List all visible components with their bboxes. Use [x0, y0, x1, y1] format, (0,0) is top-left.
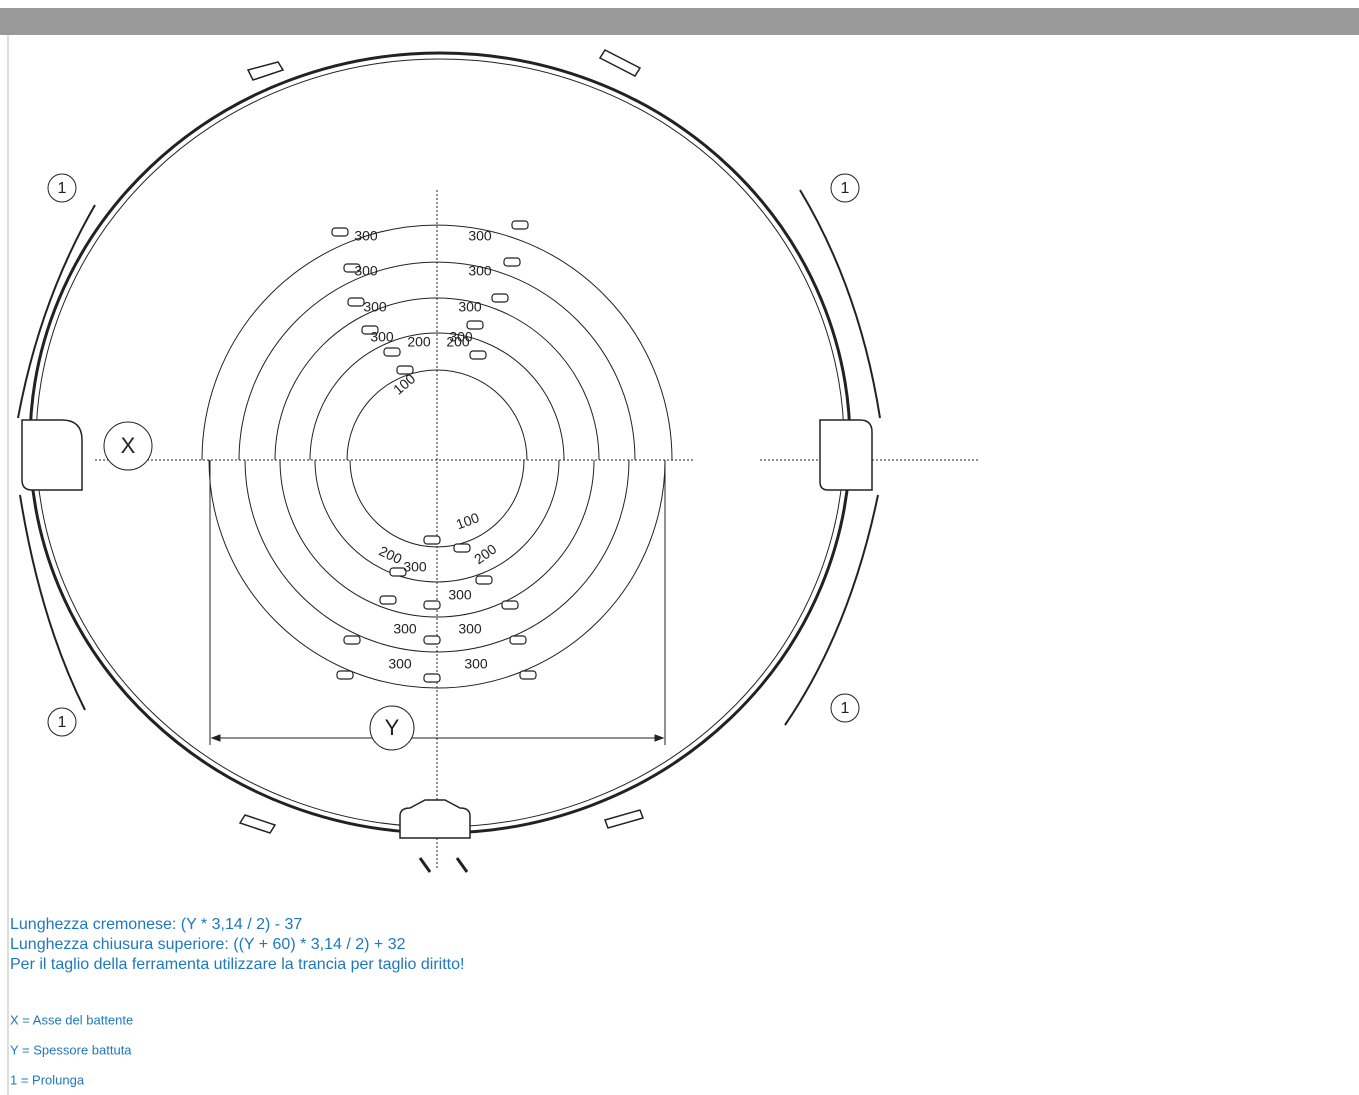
- dimension-label: 300: [464, 656, 488, 672]
- fitting: [424, 674, 440, 682]
- dimension-label: 100: [390, 370, 418, 397]
- outer-frame: [30, 53, 850, 833]
- callouts: X Y 1 1 1 1: [48, 174, 859, 750]
- dimension-label: 300: [448, 587, 472, 603]
- screw: [420, 858, 430, 872]
- dimension-label: 200: [471, 541, 499, 568]
- diagram: X Y 1 1 1 1 Lunghezza cremonese: (Y * 3,…: [0, 0, 1359, 1095]
- dimension-label: 300: [458, 299, 482, 315]
- hardware: [240, 50, 643, 833]
- drawing: [18, 50, 980, 872]
- formula: Lunghezza chiusura superiore: ((Y + 60) …: [10, 936, 406, 953]
- dimension-label: 300: [370, 329, 394, 345]
- dimension-label: 300: [468, 263, 492, 279]
- fitting: [504, 258, 520, 266]
- header-bar: [0, 8, 1359, 35]
- fitting: [476, 576, 492, 584]
- formula: Lunghezza cremonese: (Y * 3,14 / 2) - 37: [10, 916, 302, 933]
- hinge: [820, 420, 872, 490]
- dimension-label: 300: [468, 228, 492, 244]
- dimension-label: 300: [388, 656, 412, 672]
- callout-x: X: [121, 433, 136, 458]
- fitting: [344, 636, 360, 644]
- extension: [785, 495, 878, 725]
- legend: X = Asse del battente Y = Spessore battu…: [10, 1012, 133, 1087]
- fitting: [424, 601, 440, 609]
- dimension-label: 300: [403, 559, 427, 575]
- outer-frame-inner: [36, 59, 844, 827]
- callout-1: 1: [58, 714, 67, 731]
- extension: [18, 205, 95, 418]
- callout-1: 1: [841, 700, 850, 717]
- fitting: [424, 636, 440, 644]
- fitting: [424, 536, 440, 544]
- dimension-label: 200: [446, 334, 470, 350]
- formula: Per il taglio della ferramenta utilizzar…: [10, 956, 464, 973]
- legend-item: X = Asse del battente: [10, 1012, 133, 1027]
- fitting: [492, 294, 508, 302]
- fitting: [380, 596, 396, 604]
- fitting: [332, 228, 348, 236]
- fitting: [337, 671, 353, 679]
- dimension-label: 300: [363, 299, 387, 315]
- dimension-label: 100: [454, 509, 482, 532]
- callout-1: 1: [841, 180, 850, 197]
- extension: [800, 190, 880, 418]
- fitting: [510, 636, 526, 644]
- fitting: [454, 544, 470, 552]
- legend-item: Y = Spessore battuta: [10, 1042, 132, 1057]
- dimension-label: 300: [393, 621, 417, 637]
- extension: [20, 495, 85, 710]
- legend-item: 1 = Prolunga: [10, 1072, 85, 1087]
- dimension-label: 300: [354, 228, 378, 244]
- fitting: [470, 351, 486, 359]
- dimension-label: 300: [354, 263, 378, 279]
- formulas: Lunghezza cremonese: (Y * 3,14 / 2) - 37…: [10, 916, 464, 973]
- fitting: [348, 298, 364, 306]
- dimension-label: 200: [407, 334, 431, 350]
- hinge: [22, 420, 82, 490]
- screw: [457, 858, 467, 872]
- keeper: [400, 800, 470, 838]
- fitting: [502, 601, 518, 609]
- callout-1: 1: [58, 180, 67, 197]
- fitting: [512, 221, 528, 229]
- ring-upper: [310, 333, 564, 460]
- dimension-label: 300: [458, 621, 482, 637]
- callout-y: Y: [385, 715, 400, 740]
- fitting: [384, 348, 400, 356]
- fitting: [520, 671, 536, 679]
- dimension-label: 200: [377, 543, 405, 567]
